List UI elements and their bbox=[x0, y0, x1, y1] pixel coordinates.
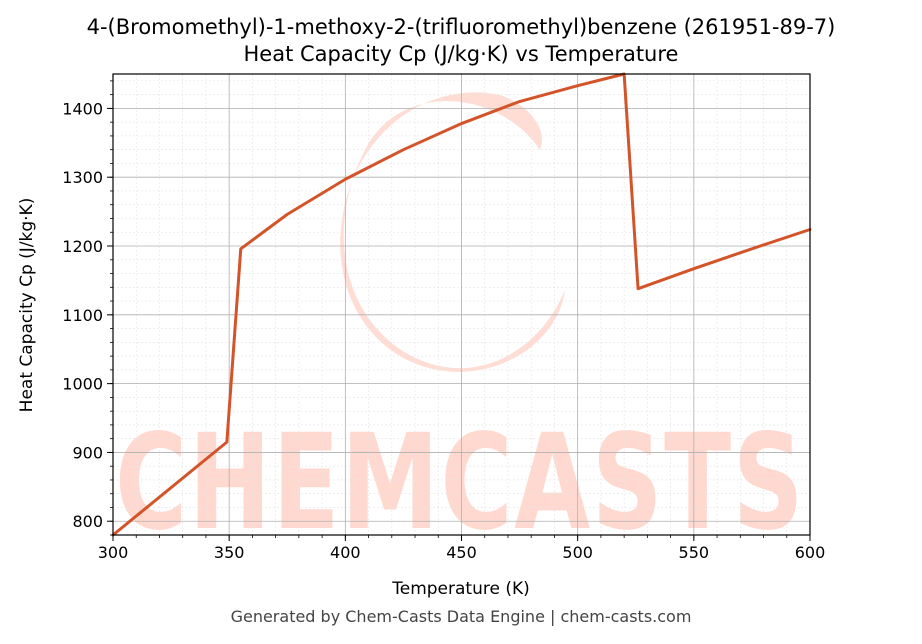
chart-title: 4-(Bromomethyl)-1-methoxy-2-(trifluorome… bbox=[87, 15, 836, 39]
series-line bbox=[111, 72, 812, 537]
y-tick-label: 1200 bbox=[62, 237, 103, 256]
y-axis-label: Heat Capacity Cp (J/kg·K) bbox=[17, 198, 37, 413]
x-tick-label: 500 bbox=[562, 543, 593, 562]
x-tick-label: 400 bbox=[330, 543, 361, 562]
x-tick-label: 600 bbox=[795, 543, 826, 562]
series-layer bbox=[111, 72, 812, 537]
chemcasts-watermark: CHEMCASTS bbox=[115, 92, 805, 560]
x-tick-label: 300 bbox=[98, 543, 129, 562]
x-tick-label: 350 bbox=[214, 543, 245, 562]
watermark-text: CHEMCASTS bbox=[115, 406, 805, 560]
y-tick-label: 800 bbox=[72, 512, 103, 531]
axis-ticks: 300 350 400 450 500 550 600 800 900 1000 1100 1200 1… bbox=[62, 80, 826, 562]
y-tick-label: 1400 bbox=[62, 99, 103, 118]
x-tick-label: 550 bbox=[679, 543, 710, 562]
footer-credit: Generated by Chem-Casts Data Engine | ch… bbox=[230, 607, 692, 626]
y-tick-label: 1000 bbox=[62, 375, 103, 394]
y-tick-label: 1300 bbox=[62, 168, 103, 187]
chart-subtitle: Heat Capacity Cp (J/kg·K) vs Temperature bbox=[244, 42, 679, 66]
y-tick-label: 1100 bbox=[62, 306, 103, 325]
x-tick-label: 450 bbox=[446, 543, 477, 562]
y-tick-label: 900 bbox=[72, 443, 103, 462]
x-axis-label: Temperature (K) bbox=[391, 579, 530, 599]
